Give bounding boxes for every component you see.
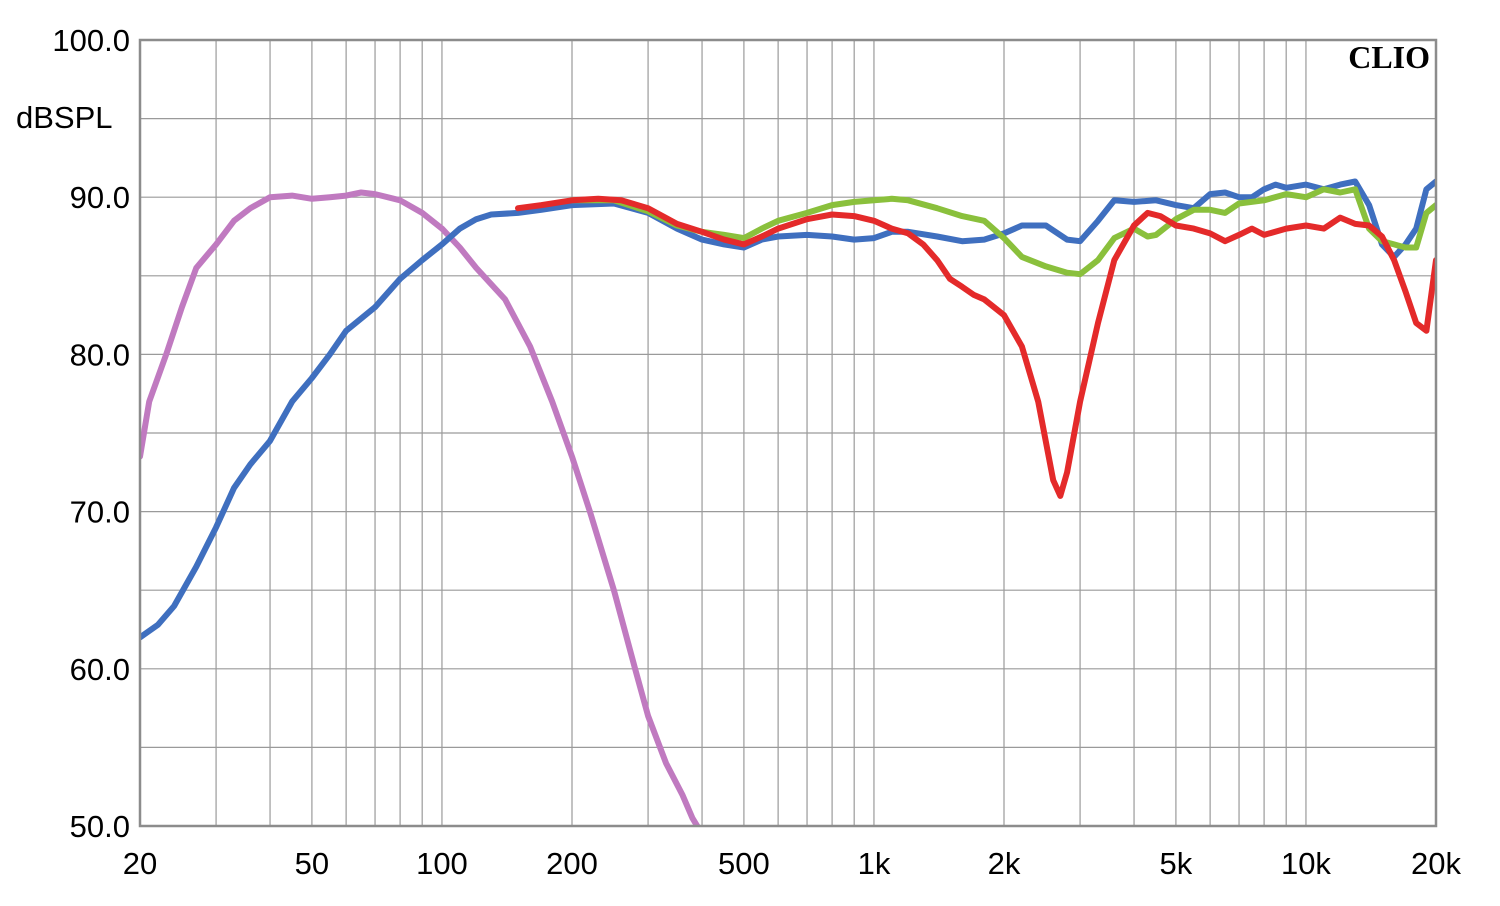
y-tick-label: 60.0 <box>70 652 130 687</box>
x-tick-label: 2k <box>988 846 1021 881</box>
x-axis-tick-labels: 20 50 100 200 500 1k 2k 5k 10k 20k <box>123 846 1462 881</box>
x-tick-label: 20k <box>1411 846 1461 881</box>
y-axis-tick-labels: 100.0 90.0 80.0 70.0 60.0 50.0 <box>52 23 130 844</box>
x-tick-label: 5k <box>1160 846 1193 881</box>
series-line-2 <box>140 178 1436 641</box>
y-tick-label: 70.0 <box>70 495 130 530</box>
x-tick-label: 20 <box>123 846 157 881</box>
brand-label: CLIO <box>1348 39 1430 75</box>
series-line-4 <box>515 195 1436 499</box>
grid <box>140 40 1436 826</box>
series-group <box>140 178 1436 826</box>
y-tick-label: 80.0 <box>70 337 130 372</box>
y-axis-label: dBSPL <box>16 100 113 135</box>
y-tick-label: 90.0 <box>70 180 130 215</box>
x-tick-label: 200 <box>546 846 598 881</box>
x-tick-label: 500 <box>718 846 770 881</box>
x-tick-label: 1k <box>858 846 891 881</box>
x-tick-label: 100 <box>416 846 468 881</box>
y-tick-label: 50.0 <box>70 809 130 844</box>
x-tick-label: 10k <box>1281 846 1331 881</box>
y-tick-label: 100.0 <box>52 23 130 58</box>
plot-area-frame <box>138 38 1438 828</box>
series-line-3 <box>569 186 1436 278</box>
x-tick-label: 50 <box>295 846 329 881</box>
series-line-1 <box>140 189 701 826</box>
